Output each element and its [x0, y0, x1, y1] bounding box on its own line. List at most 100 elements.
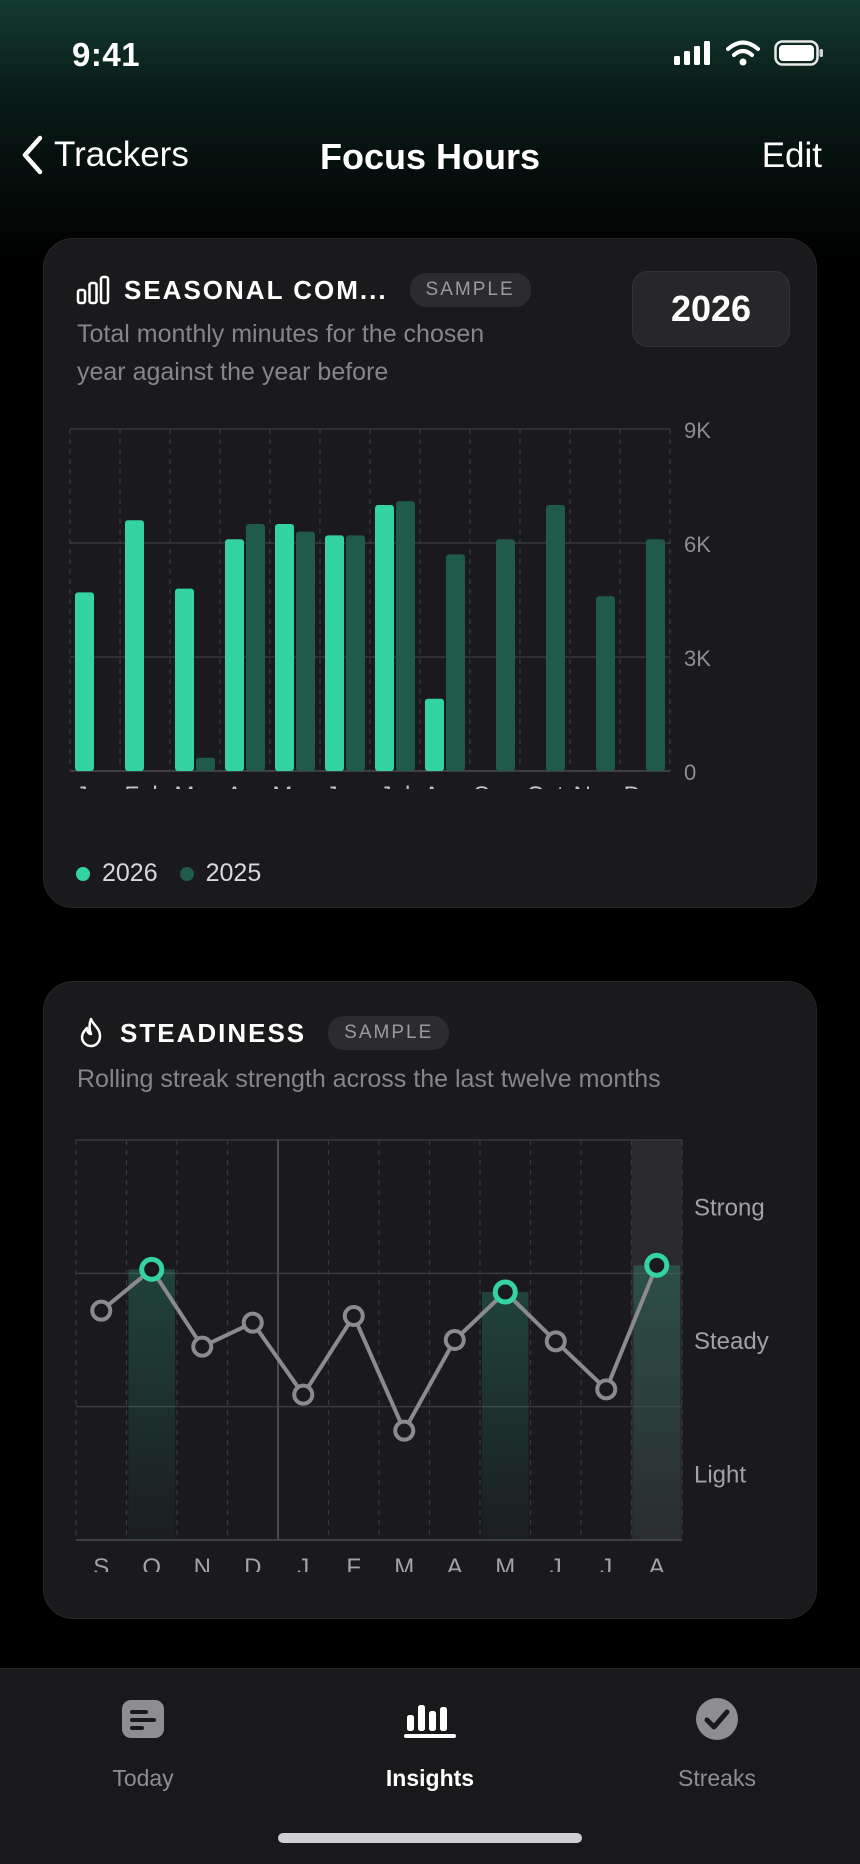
- tab-label-insights: Insights: [385, 1765, 475, 1791]
- streaks-icon: [696, 1698, 738, 1740]
- data-point: [90, 1299, 113, 1322]
- tab-bar: Today Insights Streaks: [0, 1668, 860, 1864]
- x-tick-label: May: [272, 782, 317, 789]
- steadiness-card-title: STEADINESS: [120, 1017, 307, 1048]
- seasonal-comparison-card: SEASONAL COM... SAMPLE Total monthly min…: [43, 238, 817, 908]
- x-tick-label: M: [394, 1554, 414, 1572]
- seasonal-bar-chart: 0 3K 6K 9K Jan Feb Mar Apr May Jun Jul Aug Sep Oct Nov…: [69, 418, 711, 789]
- battery-icon: [774, 40, 823, 66]
- bar-2026: [125, 520, 144, 771]
- wifi-icon: [726, 40, 760, 66]
- x-tick-label: M: [495, 1554, 515, 1572]
- today-icon: [122, 1700, 164, 1738]
- back-button[interactable]: Trackers: [20, 134, 189, 176]
- y-tick-label: 0: [684, 760, 696, 785]
- x-tick-label: Oct: [526, 782, 564, 789]
- steadiness-card: STEADINESS SAMPLE Rolling streak strengt…: [43, 981, 817, 1619]
- bar-2026: [425, 698, 444, 771]
- x-tick-label: J: [550, 1554, 562, 1572]
- bar-2026: [275, 524, 294, 771]
- highlight-column: [128, 1269, 175, 1540]
- status-icons: [674, 40, 824, 66]
- data-point: [595, 1378, 618, 1401]
- x-tick-label: Sep: [474, 782, 517, 789]
- y-tick-label: 6K: [684, 532, 711, 557]
- bar-2025: [546, 505, 565, 771]
- highlight-column: [633, 1265, 680, 1540]
- data-point-highlight: [492, 1279, 518, 1305]
- bar-2025: [296, 531, 315, 771]
- data-point-highlight: [139, 1256, 165, 1282]
- x-tick-label: Mar: [174, 782, 215, 789]
- insights-icon: [404, 1705, 456, 1738]
- subtitle-line-1: Total monthly minutes for the chosen: [77, 320, 485, 348]
- x-tick-label: Jun: [326, 782, 365, 789]
- tab-today[interactable]: Today: [43, 1693, 243, 1792]
- data-point: [393, 1419, 416, 1442]
- bar-2026: [175, 588, 194, 771]
- bar-2025: [596, 596, 615, 771]
- bar-2026: [325, 535, 344, 771]
- flame-icon: [80, 1017, 102, 1048]
- tab-label-streaks: Streaks: [678, 1765, 756, 1791]
- steadiness-line: [99, 1264, 659, 1433]
- data-point: [241, 1311, 264, 1334]
- legend-label-2026: 2026: [102, 859, 158, 887]
- bar-2025: [346, 535, 365, 771]
- bar-chart-icon: [76, 275, 110, 305]
- year-selector-button[interactable]: 2026: [632, 271, 790, 347]
- x-tick-label: N: [194, 1554, 211, 1572]
- x-tick-label: Dec: [624, 782, 667, 789]
- data-point-highlight: [644, 1252, 670, 1278]
- legend-item-2026: 2026: [76, 859, 158, 888]
- sample-badge: SAMPLE: [409, 273, 531, 307]
- chart-legend: 2026 2025: [76, 859, 261, 888]
- bar-2026: [375, 505, 394, 771]
- x-tick-label: Aug: [424, 782, 467, 789]
- y-band-label: Steady: [694, 1328, 769, 1355]
- x-tick-label: Jul: [380, 782, 411, 789]
- x-tick-label: Feb: [124, 782, 165, 789]
- steadiness-line-chart: Light Steady Strong S O N D J F M A M J J A: [75, 1139, 769, 1572]
- home-indicator: [278, 1833, 582, 1843]
- chevron-left-icon: [22, 135, 43, 175]
- signal-icon: [674, 41, 710, 65]
- steadiness-card-header: STEADINESS SAMPLE: [76, 1016, 450, 1050]
- header-gradient: [0, 0, 860, 260]
- edit-button[interactable]: Edit: [761, 136, 822, 175]
- navigation-bar: Trackers Focus Hours Edit: [0, 120, 860, 196]
- x-tick-label: D: [244, 1554, 261, 1572]
- data-point: [191, 1335, 214, 1358]
- data-point: [544, 1330, 567, 1353]
- subtitle-line-2: year against the year before: [77, 358, 389, 386]
- bar-2025: [646, 539, 665, 771]
- legend-dot-2025: [179, 866, 194, 881]
- x-tick-label: S: [93, 1554, 109, 1572]
- highlight-column: [482, 1292, 529, 1540]
- bar-2026: [75, 592, 94, 771]
- y-band-label: Strong: [694, 1195, 765, 1222]
- x-tick-label: Jan: [76, 782, 115, 789]
- x-tick-label: A: [649, 1554, 665, 1572]
- tab-insights[interactable]: Insights: [330, 1693, 530, 1792]
- page-title: Focus Hours: [319, 136, 541, 177]
- seasonal-card-header: SEASONAL COM... SAMPLE: [76, 273, 531, 307]
- x-tick-label: J: [600, 1554, 612, 1572]
- steadiness-card-subtitle: Rolling streak strength across the last …: [77, 1065, 661, 1093]
- bar-2025: [446, 554, 465, 771]
- bar-2025: [396, 501, 415, 771]
- sample-badge: SAMPLE: [328, 1016, 450, 1050]
- bar-2025: [496, 539, 515, 771]
- legend-dot-2026: [76, 866, 90, 881]
- back-label: Trackers: [54, 135, 189, 174]
- bar-2026: [225, 539, 244, 771]
- status-time: 9:41: [72, 36, 141, 73]
- legend-item-2025: 2025: [179, 859, 262, 888]
- tab-streaks[interactable]: Streaks: [617, 1693, 817, 1792]
- seasonal-card-title: SEASONAL COM...: [124, 274, 388, 305]
- x-tick-label: A: [447, 1554, 463, 1572]
- legend-label-2025: 2025: [205, 859, 262, 887]
- x-tick-label: J: [297, 1554, 309, 1572]
- bar-2025: [196, 757, 215, 771]
- x-tick-label: Apr: [226, 782, 263, 789]
